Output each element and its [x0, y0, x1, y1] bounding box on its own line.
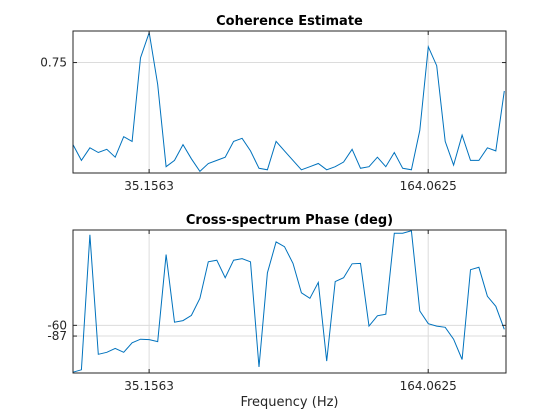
- x-tick-label: 35.1563: [124, 379, 174, 393]
- x-tick-label: 164.0625: [400, 179, 457, 193]
- phase-axes: 35.1563 164.0625 -60-87 Cross-spectrum Phas…: [47, 213, 507, 410]
- series-line: [72, 32, 505, 173]
- plot-area: [72, 229, 507, 374]
- chart-title: Cross-spectrum Phase (deg): [186, 213, 393, 228]
- axes-frame: [72, 30, 507, 174]
- y-tick-label: 0.75: [40, 56, 67, 70]
- y-tick-label: -60: [47, 318, 67, 332]
- plot-area: [72, 30, 507, 174]
- x-tick-label: 164.0625: [400, 379, 457, 393]
- x-axis-label: Frequency (Hz): [240, 395, 338, 410]
- series-line: [72, 230, 505, 373]
- axes-frame: [72, 229, 507, 374]
- y-tick-label: -87: [47, 329, 67, 343]
- coherence-axes: 35.1563 164.0625 0.75 Coherence Estimate: [40, 14, 507, 193]
- chart-title: Coherence Estimate: [216, 14, 363, 29]
- x-tick-label: 35.1563: [124, 179, 174, 193]
